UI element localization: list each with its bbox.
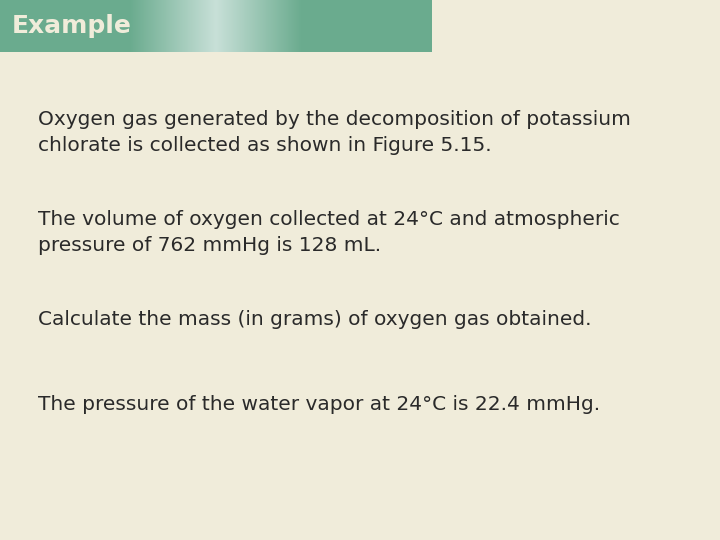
Text: Example: Example (12, 14, 132, 38)
Text: The pressure of the water vapor at 24°C is 22.4 mmHg.: The pressure of the water vapor at 24°C … (38, 395, 600, 414)
Text: Calculate the mass (in grams) of oxygen gas obtained.: Calculate the mass (in grams) of oxygen … (38, 310, 592, 329)
Text: The volume of oxygen collected at 24°C and atmospheric
pressure of 762 mmHg is 1: The volume of oxygen collected at 24°C a… (38, 210, 620, 255)
Text: Oxygen gas generated by the decomposition of potassium
chlorate is collected as : Oxygen gas generated by the decompositio… (38, 110, 631, 155)
